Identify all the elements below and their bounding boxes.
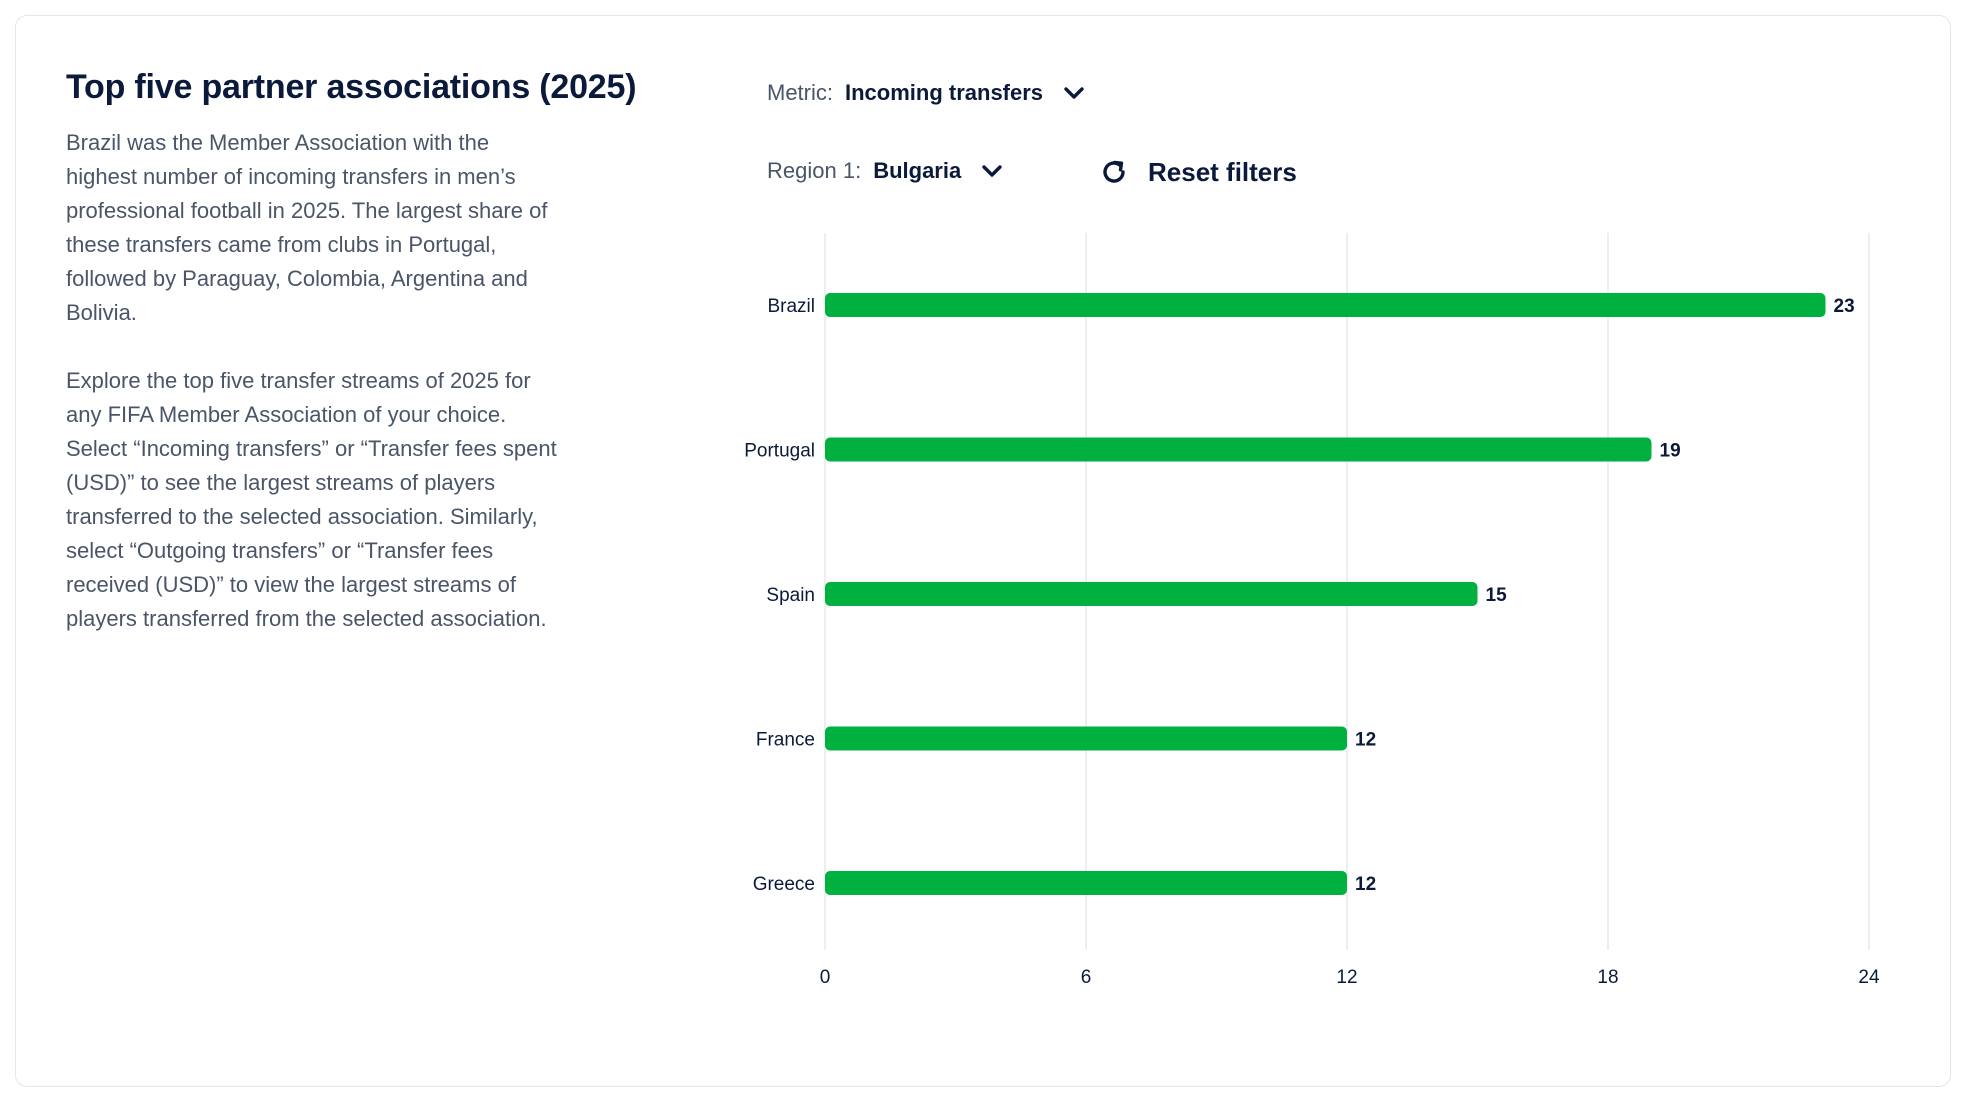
reset-filters-button[interactable]: Reset filters xyxy=(1098,156,1297,188)
region-label: Region 1: xyxy=(767,158,862,183)
data-label: 23 xyxy=(1834,296,1855,317)
category-label: Portugal xyxy=(744,441,815,462)
region-dropdown[interactable]: Region 1: Bulgaria xyxy=(767,158,1005,184)
refresh-icon xyxy=(1098,156,1130,188)
x-tick-label: 12 xyxy=(1336,967,1357,988)
metric-label: Metric: xyxy=(767,80,833,105)
reset-filters-label: Reset filters xyxy=(1148,156,1297,187)
description-paragraph: Brazil was the Member Association with t… xyxy=(66,130,548,325)
bar[interactable] xyxy=(825,726,1347,751)
category-label: Spain xyxy=(766,585,815,606)
description: Brazil was the Member Association with t… xyxy=(66,126,566,670)
category-label: Brazil xyxy=(767,296,815,317)
x-tick-label: 6 xyxy=(1081,967,1092,988)
bar[interactable] xyxy=(825,582,1478,606)
bar[interactable] xyxy=(825,437,1652,462)
metric-value[interactable]: Incoming transfers xyxy=(845,80,1044,105)
bar[interactable] xyxy=(825,871,1347,895)
chevron-down-icon[interactable] xyxy=(979,158,1005,184)
x-tick-label: 24 xyxy=(1858,967,1880,988)
category-label: Greece xyxy=(753,874,815,895)
chevron-down-icon[interactable] xyxy=(1061,80,1087,106)
data-label: 12 xyxy=(1355,730,1376,751)
description-paragraph: Explore the top five transfer streams of… xyxy=(66,368,557,631)
bar[interactable] xyxy=(825,293,1826,317)
category-label: France xyxy=(756,730,815,751)
metric-dropdown[interactable]: Metric: Incoming transfers xyxy=(767,80,1087,106)
data-label: 19 xyxy=(1660,441,1681,462)
region-value[interactable]: Bulgaria xyxy=(873,158,962,183)
page-title: Top five partner associations (2025) xyxy=(66,68,637,106)
x-tick-label: 0 xyxy=(820,967,831,988)
chart-card xyxy=(15,15,1951,1087)
data-label: 12 xyxy=(1355,874,1376,895)
data-label: 15 xyxy=(1486,585,1508,606)
x-tick-label: 18 xyxy=(1597,967,1618,988)
